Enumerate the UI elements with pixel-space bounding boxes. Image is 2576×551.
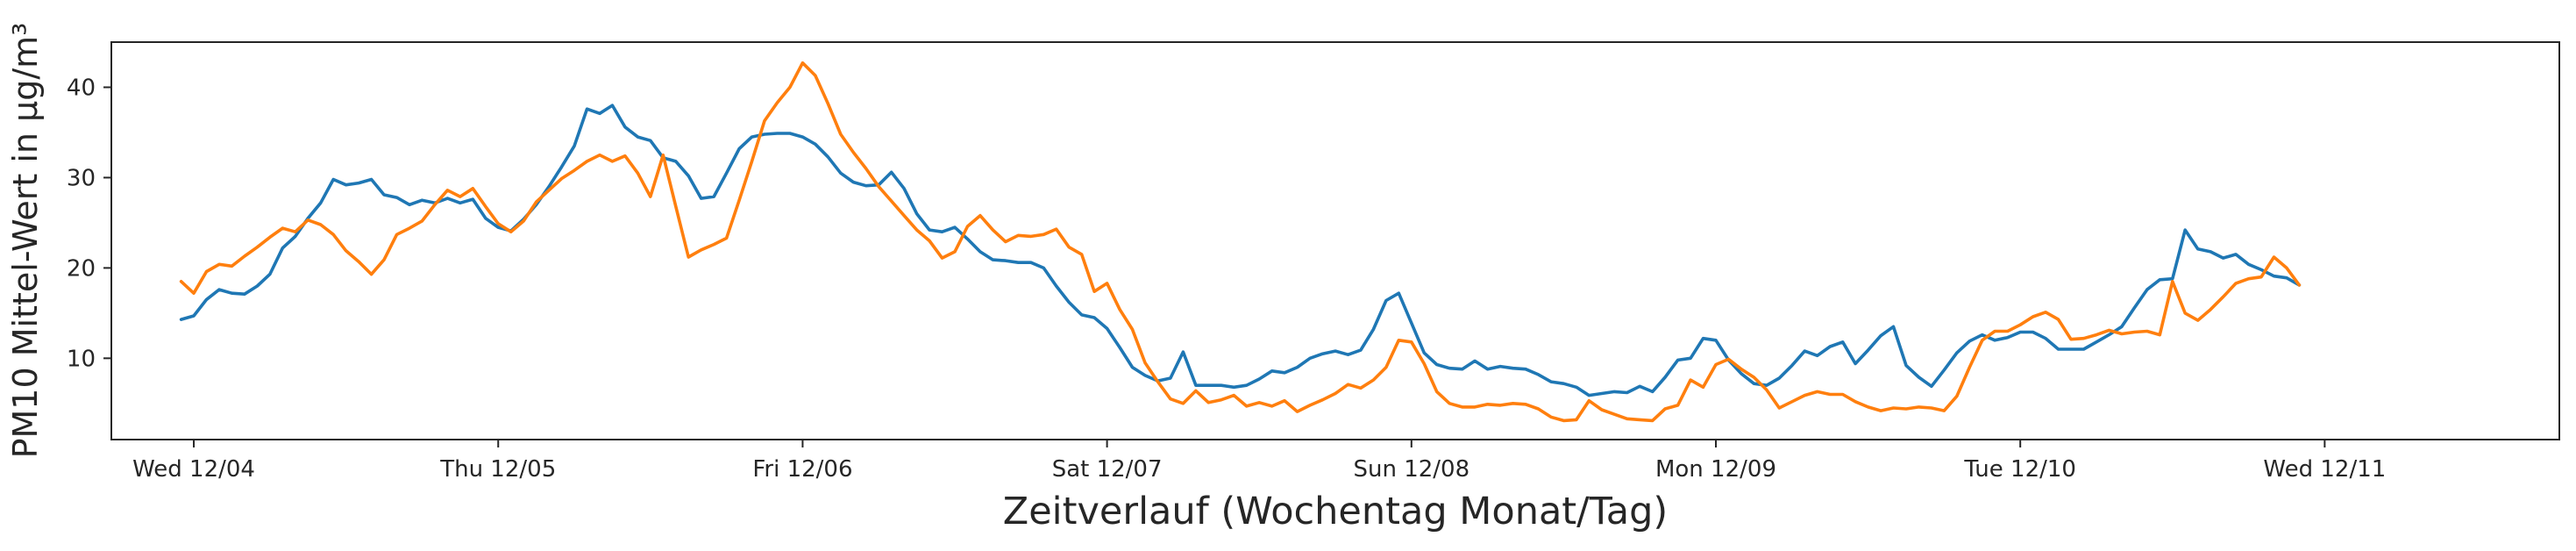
x-tick-label: Thu 12/05 <box>439 456 556 483</box>
series-group <box>179 61 2302 423</box>
x-tick-label: Sun 12/08 <box>1353 456 1469 483</box>
x-tick-label: Wed 12/04 <box>132 456 255 483</box>
y-tick-label: 30 <box>67 165 96 191</box>
x-tick-label: Tue 12/10 <box>1963 456 2076 483</box>
y-tick-label: 20 <box>67 255 96 282</box>
y-ticks: 10 20 30 40 <box>67 75 111 372</box>
y-axis-title: PM10 Mittel-Wert in µg/m³ <box>6 23 45 459</box>
x-tick-label: Sat 12/07 <box>1052 456 1163 483</box>
plot-frame <box>110 41 2560 440</box>
x-tick-label: Mon 12/09 <box>1655 456 1776 483</box>
series-line-2 <box>179 61 2302 423</box>
y-tick-label: 10 <box>67 346 96 372</box>
y-tick-label: 40 <box>67 75 96 101</box>
x-ticks: Wed 12/04 Thu 12/05 Fri 12/06 Sat 12/07 Sun … <box>132 440 2386 483</box>
x-axis-title: Zeitverlauf (Wochentag Monat/Tag) <box>1003 490 1668 533</box>
x-tick-label: Wed 12/11 <box>2263 456 2386 483</box>
series-line-1 <box>179 104 2302 397</box>
x-tick-label: Fri 12/06 <box>752 456 852 483</box>
